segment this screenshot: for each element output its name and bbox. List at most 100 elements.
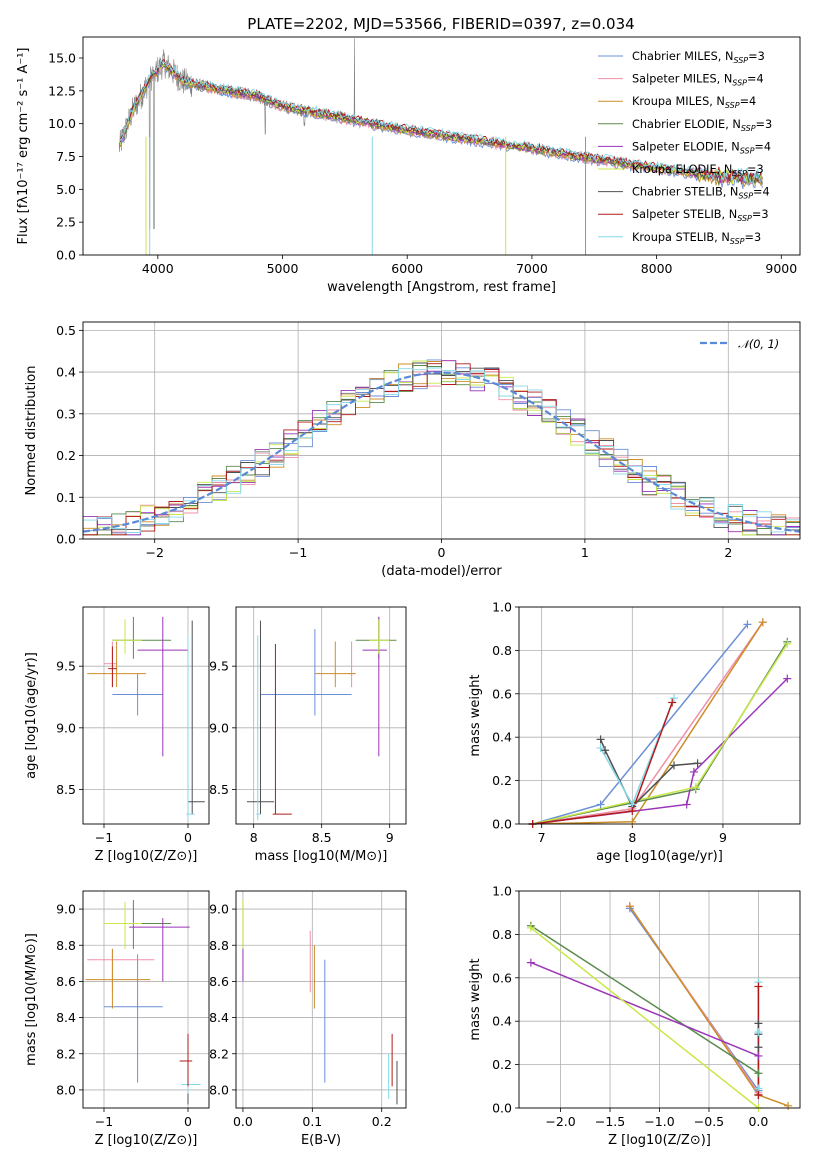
mass-weight-line bbox=[532, 621, 764, 824]
legend-label-main: Salpeter ELODIE, N bbox=[632, 140, 740, 153]
spectrum-title: PLATE=2202, MJD=53566, FIBERID=0397, z=0… bbox=[247, 15, 634, 33]
y-tick-label: 8.2 bbox=[56, 1046, 76, 1061]
y-tick-label: 15.0 bbox=[48, 51, 76, 66]
data-point-marker bbox=[526, 923, 535, 932]
mass-weight-line bbox=[532, 623, 748, 824]
data-point-marker bbox=[758, 618, 767, 627]
x-axis-label: Z [log10(Z/Z⊙)] bbox=[95, 849, 198, 864]
mass-weight-line bbox=[599, 697, 675, 807]
data-point-marker bbox=[625, 902, 634, 911]
plot-area bbox=[83, 607, 209, 824]
mass-weight-line bbox=[532, 702, 673, 824]
x-tick-label: 0 bbox=[438, 545, 446, 560]
x-tick-label: 5000 bbox=[267, 261, 299, 276]
mass-vs-ebv-panel: 0.0 0.1 0.2 8.0 8.2 8.4 8.6 8.8 9.0 E(B-V) bbox=[209, 890, 407, 1148]
y-tick-label: 8.0 bbox=[209, 1082, 229, 1097]
legend-label-subscript: SSP bbox=[725, 101, 740, 110]
y-tick-label: 9.0 bbox=[209, 720, 229, 735]
y-tick-label: 2.5 bbox=[56, 215, 76, 230]
y-tick-label: 0.2 bbox=[492, 773, 512, 788]
legend-label-suffix: =4 bbox=[754, 140, 771, 153]
legend-label-subscript: SSP bbox=[740, 146, 755, 155]
data-point-marker bbox=[596, 735, 605, 744]
y-tick-label: 9.0 bbox=[209, 902, 229, 917]
data-point-marker bbox=[693, 759, 702, 768]
y-tick-label: 9.5 bbox=[209, 659, 229, 674]
x-tick-label: 7000 bbox=[516, 261, 548, 276]
legend-label-subscript: SSP bbox=[730, 237, 745, 246]
y-tick-label: 0.8 bbox=[492, 643, 512, 658]
legend-label: Salpeter ELODIE, NSSP=4 bbox=[632, 140, 771, 155]
y-axis-label: Flux [fλ10⁻¹⁷ erg cm⁻² s⁻¹ A⁻¹] bbox=[16, 48, 31, 245]
y-axis-label: age [log10(age/yr)] bbox=[24, 652, 39, 779]
residuals-panel: −2 −1 0 1 2 0.0 0.1 0.2 0.3 0.4 0.5 (data-model)/er… bbox=[24, 321, 801, 579]
plot-area bbox=[83, 322, 800, 539]
y-axis-label: Normed distribution bbox=[24, 366, 39, 496]
legend-label-main: Chabrier ELODIE, N bbox=[632, 118, 741, 131]
x-tick-label: −1.0 bbox=[644, 1114, 674, 1129]
y-tick-label: 0.5 bbox=[56, 323, 76, 338]
legend-label-main: Kroupa STELIB, N bbox=[632, 231, 730, 244]
x-axis-label: E(B-V) bbox=[301, 1133, 341, 1148]
y-tick-label: 8.2 bbox=[209, 1046, 229, 1061]
data-point-marker bbox=[526, 958, 535, 967]
y-tick-label: 1.0 bbox=[492, 884, 512, 899]
x-axis-label: wavelength [Angstrom, rest frame] bbox=[327, 280, 556, 295]
legend-label: Salpeter STELIB, NSSP=3 bbox=[632, 208, 769, 223]
data-point-marker bbox=[754, 1043, 763, 1052]
data-point-marker bbox=[596, 744, 605, 753]
data-point-marker bbox=[784, 1101, 793, 1110]
y-tick-label: 9.5 bbox=[56, 659, 76, 674]
plot-area bbox=[83, 891, 209, 1108]
mass-weight-line bbox=[530, 961, 759, 1057]
x-tick-label: −2 bbox=[145, 545, 163, 560]
y-tick-label: 0.0 bbox=[56, 248, 76, 263]
y-tick-label: 10.0 bbox=[48, 116, 76, 131]
model-spectrum-line bbox=[120, 59, 763, 184]
axes-frame bbox=[82, 890, 210, 1109]
x-tick-label: −1.5 bbox=[595, 1114, 625, 1129]
mass-weight-line bbox=[530, 927, 759, 1108]
data-point-marker bbox=[689, 767, 698, 776]
data-point-marker bbox=[691, 783, 700, 792]
x-tick-label: 6000 bbox=[391, 261, 423, 276]
axes-frame bbox=[82, 606, 210, 825]
mass-weight-line bbox=[532, 678, 788, 824]
legend-label: Chabrier STELIB, NSSP=4 bbox=[632, 186, 770, 201]
data-point-marker bbox=[754, 1090, 763, 1099]
y-tick-label: 7.5 bbox=[56, 149, 76, 164]
axes-frame bbox=[82, 321, 801, 540]
x-tick-label: 0.0 bbox=[233, 1114, 253, 1129]
legend-label-main: Chabrier STELIB, N bbox=[632, 186, 738, 199]
y-tick-label: 12.5 bbox=[48, 83, 76, 98]
y-tick-label: 0.6 bbox=[492, 686, 512, 701]
x-tick-label: 7 bbox=[538, 830, 546, 845]
legend-label-suffix: =3 bbox=[747, 163, 764, 176]
x-tick-label: 0.0 bbox=[748, 1114, 768, 1129]
age-vs-mass-panel: 8 8.5 9 8.5 9.0 9.5 mass [log10(M/M⊙)] bbox=[209, 606, 407, 864]
x-tick-label: 0.2 bbox=[372, 1114, 392, 1129]
mass-vs-metallicity-panel: −1 0 8.0 8.2 8.4 8.6 8.8 9.0 Z [log10(Z/Z⊙)] mass… bbox=[24, 890, 210, 1148]
y-axis-label: mass [log10(M/M⊙)] bbox=[24, 933, 39, 1066]
legend-label: Chabrier ELODIE, NSSP=3 bbox=[632, 118, 772, 133]
x-tick-label: 8 bbox=[250, 830, 258, 845]
legend-label-suffix: =4 bbox=[753, 186, 770, 199]
residual-histogram bbox=[83, 367, 800, 533]
y-tick-label: 8.4 bbox=[56, 1010, 76, 1025]
data-point-marker bbox=[596, 800, 605, 809]
x-tick-label: 8 bbox=[628, 830, 636, 845]
y-tick-label: 1.0 bbox=[492, 600, 512, 615]
legend-label-main: Kroupa MILES, N bbox=[632, 95, 725, 108]
legend-label: Salpeter MILES, NSSP=4 bbox=[632, 73, 764, 88]
y-tick-label: 8.5 bbox=[56, 782, 76, 797]
data-point-marker bbox=[754, 1069, 763, 1078]
legend-label-suffix: =4 bbox=[740, 95, 757, 108]
y-tick-label: 0.0 bbox=[492, 817, 512, 832]
data-point-marker bbox=[670, 694, 679, 703]
legend-label-subscript: SSP bbox=[738, 192, 753, 201]
y-tick-label: 5.0 bbox=[56, 182, 76, 197]
legend-label-main: Salpeter STELIB, N bbox=[632, 208, 737, 221]
legend-label-subscript: SSP bbox=[741, 124, 756, 133]
legend-label-subscript: SSP bbox=[732, 169, 747, 178]
